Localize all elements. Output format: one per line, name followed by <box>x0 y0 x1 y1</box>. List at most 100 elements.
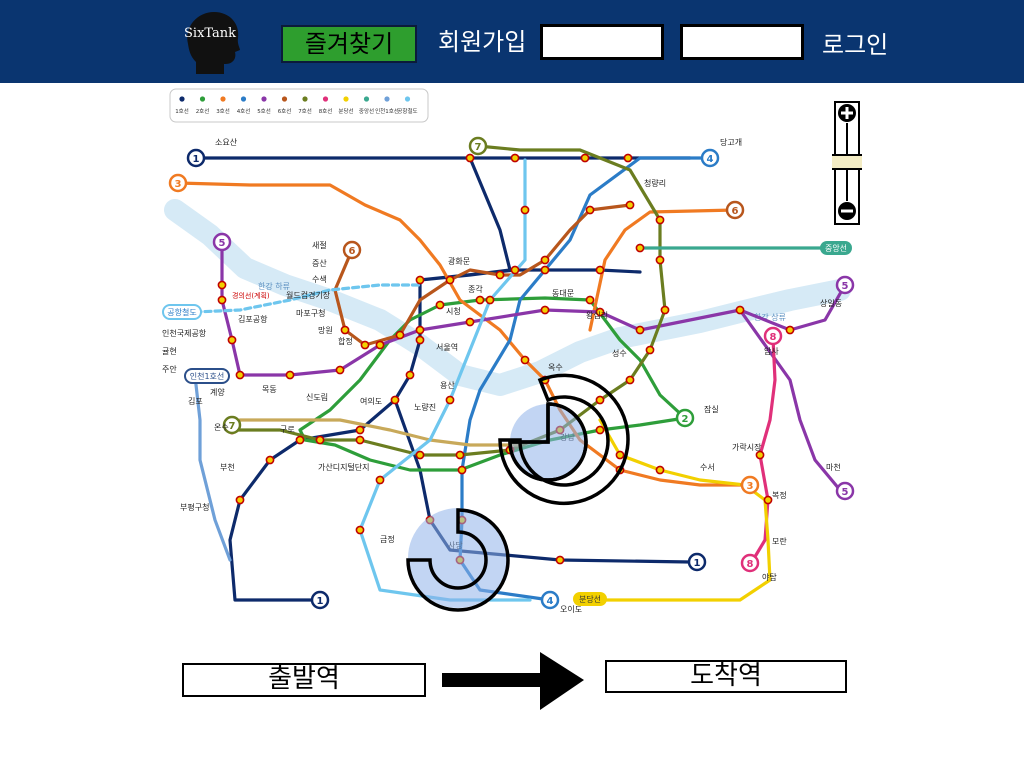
transfer-station-dot[interactable] <box>315 435 325 445</box>
transfer-station-dot[interactable] <box>540 255 550 265</box>
transfer-station-dot[interactable] <box>655 215 665 225</box>
selection-marker-sadang[interactable] <box>406 508 510 612</box>
transfer-station-dot[interactable] <box>540 265 550 275</box>
transfer-station-dot[interactable] <box>375 340 385 350</box>
transfer-station-dot[interactable] <box>457 465 467 475</box>
transfer-station-dot[interactable] <box>485 295 495 305</box>
subway-map[interactable]: 한강 하류 한강 상류 경의선(계획) 1호선 2호선 3호선 4호선 5호선 6호선 7호… <box>162 88 862 618</box>
station-label[interactable]: 성수 <box>612 349 627 358</box>
station-label[interactable]: 노량진 <box>414 402 436 412</box>
transfer-station-dot[interactable] <box>405 370 415 380</box>
station-label[interactable]: 시청 <box>446 307 461 316</box>
station-label[interactable]: 당고개 <box>720 137 742 147</box>
station-label[interactable]: 복정 <box>772 490 787 500</box>
transfer-station-dot[interactable] <box>355 425 365 435</box>
station-label[interactable]: 새절 <box>312 241 327 250</box>
station-label[interactable]: 오이도 <box>560 604 582 614</box>
favorites-button[interactable]: 즐겨찾기 <box>281 25 417 63</box>
station-label[interactable]: 상일동 <box>820 298 842 308</box>
station-label[interactable]: 온수 <box>214 423 229 432</box>
transfer-station-dot[interactable] <box>415 335 425 345</box>
transfer-station-dot[interactable] <box>585 205 595 215</box>
selection-marker-gangnam[interactable] <box>508 355 588 482</box>
transfer-station-dot[interactable] <box>660 305 670 315</box>
station-label[interactable]: 목동 <box>262 385 277 394</box>
login-link[interactable]: 로그인 <box>822 31 889 59</box>
station-label[interactable]: 금정 <box>380 534 395 544</box>
station-label[interactable]: 월드컵경기장 <box>286 290 331 300</box>
password-input[interactable] <box>680 24 804 60</box>
transfer-station-dot[interactable] <box>285 370 295 380</box>
id-input[interactable] <box>540 24 664 60</box>
zoom-out-button[interactable] <box>838 202 856 220</box>
transfer-station-dot[interactable] <box>510 153 520 163</box>
transfer-station-dot[interactable] <box>520 205 530 215</box>
departure-station-box[interactable]: 출발역 <box>182 663 426 697</box>
transfer-station-dot[interactable] <box>455 450 465 460</box>
transfer-station-dot[interactable] <box>295 435 305 445</box>
station-label[interactable]: 수서 <box>700 463 715 472</box>
transfer-station-dot[interactable] <box>395 330 405 340</box>
transfer-station-dot[interactable] <box>355 525 365 535</box>
zoom-control[interactable] <box>832 101 862 225</box>
zoom-slider-handle[interactable] <box>832 154 862 170</box>
transfer-station-dot[interactable] <box>227 335 237 345</box>
transfer-station-dot[interactable] <box>415 325 425 335</box>
transfer-station-dot[interactable] <box>540 305 550 315</box>
station-label[interactable]: 수색 <box>312 274 327 284</box>
transfer-station-dot[interactable] <box>755 450 765 460</box>
transfer-station-dot[interactable] <box>235 370 245 380</box>
transfer-station-dot[interactable] <box>415 275 425 285</box>
station-label[interactable]: 증산 <box>312 258 327 268</box>
station-label[interactable]: 합정 <box>338 336 353 346</box>
station-label[interactable]: 마포구청 <box>296 309 325 318</box>
transfer-station-dot[interactable] <box>495 270 505 280</box>
station-label[interactable]: 귤현 <box>162 347 177 356</box>
station-label[interactable]: 모란 <box>772 536 787 546</box>
transfer-station-dot[interactable] <box>465 153 475 163</box>
transfer-station-dot[interactable] <box>645 345 655 355</box>
transfer-station-dot[interactable] <box>785 325 795 335</box>
station-label[interactable]: 부평구청 <box>180 502 209 512</box>
station-label[interactable]: 종각 <box>468 284 483 294</box>
transfer-station-dot[interactable] <box>635 325 645 335</box>
station-label[interactable]: 부천 <box>220 462 235 472</box>
transfer-station-dot[interactable] <box>435 300 445 310</box>
transfer-station-dot[interactable] <box>655 465 665 475</box>
station-label[interactable]: 암사 <box>764 346 779 356</box>
transfer-station-dot[interactable] <box>595 395 605 405</box>
zoom-in-button[interactable] <box>838 104 856 122</box>
transfer-station-dot[interactable] <box>635 243 645 253</box>
transfer-station-dot[interactable] <box>217 280 227 290</box>
transfer-station-dot[interactable] <box>625 200 635 210</box>
transfer-station-dot[interactable] <box>555 555 565 565</box>
station-label[interactable]: 왕십리 <box>586 311 608 320</box>
station-label[interactable]: 용산 <box>440 380 455 390</box>
transfer-station-dot[interactable] <box>445 395 455 405</box>
transfer-station-dot[interactable] <box>520 355 530 365</box>
transfer-station-dot[interactable] <box>265 455 275 465</box>
transfer-station-dot[interactable] <box>623 153 633 163</box>
transfer-station-dot[interactable] <box>335 365 345 375</box>
transfer-station-dot[interactable] <box>595 265 605 275</box>
arrival-station-box[interactable]: 도착역 <box>605 660 847 693</box>
transfer-station-dot[interactable] <box>615 450 625 460</box>
transfer-station-dot[interactable] <box>415 450 425 460</box>
station-label[interactable]: 가산디지털단지 <box>318 462 370 472</box>
transfer-station-dot[interactable] <box>360 340 370 350</box>
transfer-station-dot[interactable] <box>235 495 245 505</box>
transfer-station-dot[interactable] <box>355 435 365 445</box>
transfer-station-dot[interactable] <box>580 153 590 163</box>
station-label[interactable]: 청량리 <box>644 178 666 188</box>
station-label[interactable]: 인천국제공항 <box>162 328 207 338</box>
transfer-station-dot[interactable] <box>595 307 605 317</box>
station-label[interactable]: 주안 <box>162 364 177 374</box>
transfer-station-dot[interactable] <box>655 255 665 265</box>
station-label[interactable]: 구로 <box>280 425 295 434</box>
station-label[interactable]: 김포 <box>188 396 203 406</box>
transfer-station-dot[interactable] <box>763 495 773 505</box>
transfer-station-dot[interactable] <box>465 317 475 327</box>
station-label[interactable]: 김포공항 <box>238 314 268 324</box>
transfer-station-dot[interactable] <box>625 375 635 385</box>
station-label[interactable]: 잠실 <box>704 404 719 414</box>
